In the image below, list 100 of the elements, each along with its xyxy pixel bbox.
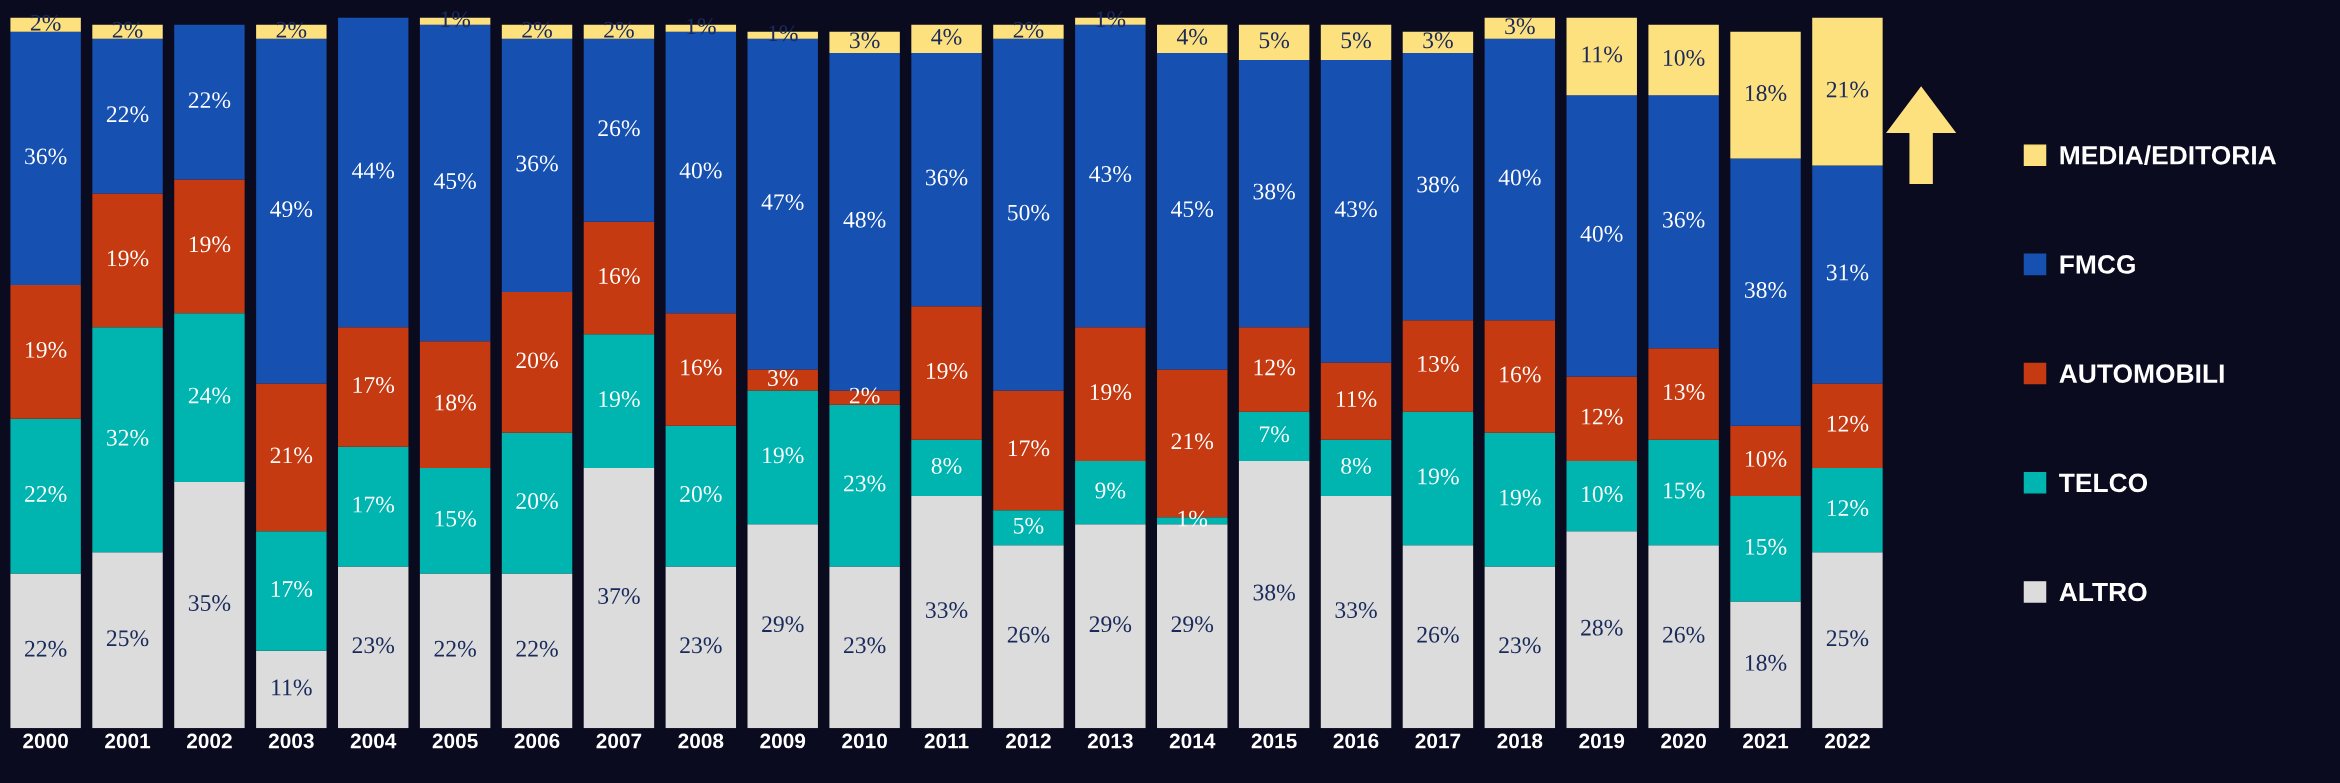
data-label: 38% [1253,584,1295,601]
bar [1320,24,1392,60]
data-label: 23% [1499,637,1541,654]
data-label: 19% [107,250,149,267]
x-tick-label: 2008 [678,733,724,749]
data-label: 4% [1176,28,1208,45]
data-label: 13% [1664,384,1705,401]
bar [747,390,818,525]
data-label: 19% [1418,468,1459,485]
data-label: 3% [1423,32,1453,49]
bar [338,566,409,729]
bar [747,369,818,391]
data-label: 12% [1254,359,1295,376]
x-tick-label: 2015 [1251,733,1297,749]
data-label: 33% [926,602,968,619]
data-label: 5% [1014,517,1044,534]
data-label: 40% [1580,225,1623,242]
x-tick-label: 2010 [842,733,887,749]
data-label: 36% [926,169,968,186]
data-label: 32% [107,429,149,446]
bar [1320,439,1392,497]
data-label: 29% [1171,616,1214,633]
data-label: 33% [1335,602,1377,619]
data-label: 10% [1664,49,1705,66]
data-label: 5% [1259,32,1290,49]
bar [1238,460,1310,729]
bar [92,193,163,328]
x-tick-label: 2020 [1661,733,1706,749]
data-label: 20% [516,352,558,369]
bar [583,38,655,222]
bar [174,179,245,314]
data-label: 19% [189,236,231,253]
data-label: 10% [1582,486,1623,503]
bar [338,17,409,328]
bar [1566,460,1637,532]
data-label: 20% [516,493,558,510]
data-label: 2% [849,387,880,404]
bar [10,285,81,419]
data-label: 15% [435,510,476,527]
bar [1157,52,1228,370]
data-label: 12% [1582,408,1623,425]
data-label: 2% [30,14,61,31]
data-label: 47% [761,194,804,211]
x-tick-label: 2003 [268,733,314,749]
x-tick-label: 2022 [1824,733,1870,749]
x-tick-label: 2017 [1415,733,1461,749]
bar [1484,320,1556,433]
bar [1730,425,1801,497]
bar [1238,59,1310,328]
data-label: 18% [1745,85,1787,102]
data-label: 29% [762,616,804,633]
data-label: 2% [604,21,634,38]
bar [1566,17,1637,96]
bar [911,439,982,497]
legend-label: TELCO [2059,473,2148,493]
data-label: 3% [1505,18,1535,35]
x-tick-label: 2002 [186,733,232,749]
bar [1402,545,1474,729]
data-label: 45% [433,173,476,190]
data-label: 43% [1089,166,1132,183]
data-label: 45% [1171,201,1214,218]
bar [1812,467,1883,553]
data-label: 22% [25,486,67,503]
bar [1730,158,1801,426]
bar [1484,432,1556,567]
x-tick-label: 2000 [23,733,68,749]
data-label: 29% [1089,616,1132,633]
bar [911,52,982,307]
bar [501,292,573,433]
data-label: 28% [1581,619,1623,636]
data-label: 21% [1171,433,1214,450]
bar [1238,24,1310,60]
data-label: 36% [1663,211,1705,228]
data-label: 22% [434,640,476,657]
data-label: 2% [112,21,143,38]
bar [1075,460,1146,525]
legend-label: MEDIA/EDITORIA [2060,145,2277,165]
bar [1075,327,1146,461]
data-label: 7% [1259,426,1290,443]
data-label: 43% [1334,201,1377,218]
data-label: 22% [106,106,149,123]
bar [1812,383,1883,468]
data-label: 36% [516,155,558,172]
x-tick-label: 2011 [924,733,969,749]
bar [10,31,81,286]
data-label: 21% [270,447,313,464]
data-label: 8% [1341,457,1371,474]
data-label: 23% [680,637,722,654]
data-label: 40% [1498,169,1541,186]
bar [1730,601,1801,729]
data-label: 17% [271,581,313,598]
bar [92,327,163,553]
x-tick-label: 2016 [1333,733,1379,749]
bar [1402,411,1474,546]
legend-label: ALTRO [2059,582,2147,602]
bar [419,341,491,468]
bar [1320,59,1392,363]
bar [419,467,491,574]
bar [419,573,491,729]
bar [993,390,1064,511]
